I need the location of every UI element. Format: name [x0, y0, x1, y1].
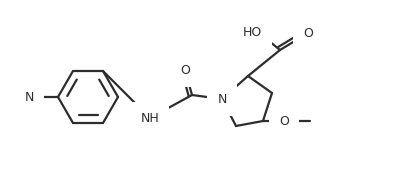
Text: O: O — [180, 64, 190, 76]
Text: N: N — [217, 93, 227, 105]
Text: NH: NH — [141, 111, 159, 125]
Text: HO: HO — [242, 26, 262, 39]
Text: O: O — [303, 26, 313, 39]
Text: N: N — [24, 91, 34, 104]
Text: O: O — [279, 114, 289, 127]
